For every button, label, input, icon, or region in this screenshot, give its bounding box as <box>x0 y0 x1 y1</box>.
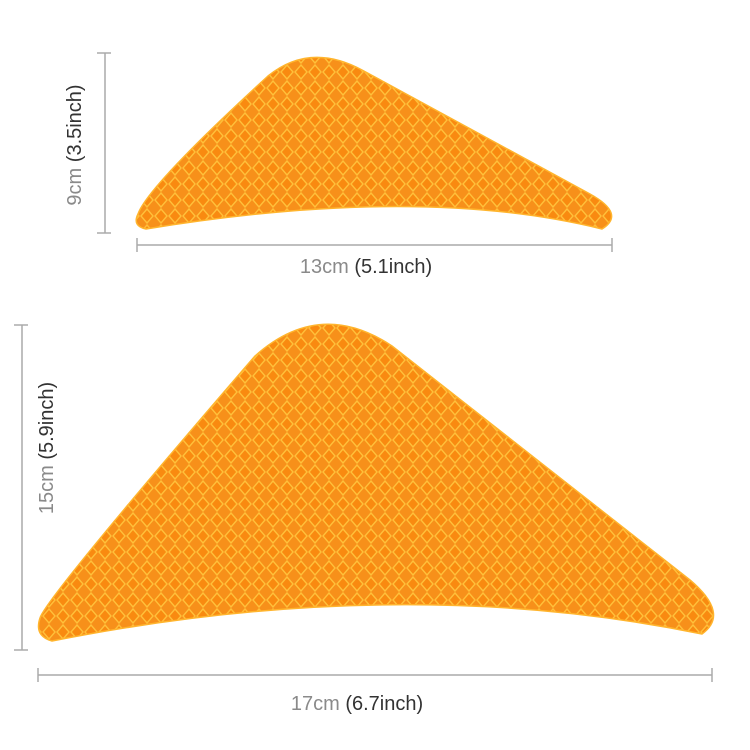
cm-value: 9cm <box>64 168 86 206</box>
large-height-dimension <box>14 324 28 651</box>
small-width-label: 13cm (5.1inch) <box>300 256 432 278</box>
cm-value: 17cm <box>291 693 340 715</box>
cm-value: 15cm <box>36 465 58 514</box>
large-height-label: 15cm (5.9inch) <box>36 382 58 514</box>
inch-value: (6.7inch) <box>345 693 423 715</box>
small-sticker <box>135 56 613 230</box>
large-width-label: 17cm (6.7inch) <box>291 693 423 715</box>
inch-value: (3.5inch) <box>64 84 86 162</box>
inch-value: (5.9inch) <box>36 382 58 460</box>
large-width-dimension <box>37 668 713 682</box>
cm-value: 13cm <box>300 256 349 278</box>
small-width-dimension <box>136 238 613 252</box>
small-height-dimension <box>97 52 111 234</box>
inch-value: (5.1inch) <box>354 256 432 278</box>
small-height-label: 9cm (3.5inch) <box>64 84 86 205</box>
large-sticker <box>37 323 715 642</box>
